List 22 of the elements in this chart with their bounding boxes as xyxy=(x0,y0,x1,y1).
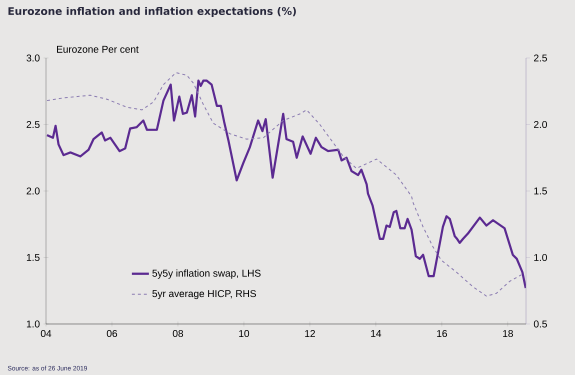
y2-tick-label: 1.0 xyxy=(534,254,547,262)
y-tick-label: 1.0 xyxy=(26,320,40,328)
y2-tick-label: 1.5 xyxy=(534,188,547,194)
y-axis-title: Eurozone Per cent xyxy=(57,46,139,53)
x-tick-label: 10 xyxy=(239,330,250,338)
y2-tick-label: 0.5 xyxy=(534,320,547,328)
chart-title: Eurozone inflation and inflation expectations (%) xyxy=(8,6,296,18)
y-tick-label: 1.5 xyxy=(26,254,40,261)
y-tick-label: 3.0 xyxy=(26,54,40,62)
legend-label: 5y5y inflation swap, LHS xyxy=(152,269,261,279)
x-tick-label: 16 xyxy=(437,330,447,338)
x-tick-label: 08 xyxy=(172,330,184,338)
y2-tick-label: 2.5 xyxy=(534,54,547,62)
x-tick-label: 12 xyxy=(305,330,315,337)
y-tick-label: 2.0 xyxy=(26,187,40,195)
legend-label: 5yr average HICP, RHS xyxy=(152,290,256,300)
x-tick-label: 06 xyxy=(106,330,118,338)
x-tick-label: 04 xyxy=(40,330,52,338)
y-tick-label: 2.5 xyxy=(26,120,40,128)
x-tick-label: 18 xyxy=(503,330,513,338)
y2-tick-label: 2.0 xyxy=(534,120,547,128)
x-tick-label: 14 xyxy=(371,330,382,337)
